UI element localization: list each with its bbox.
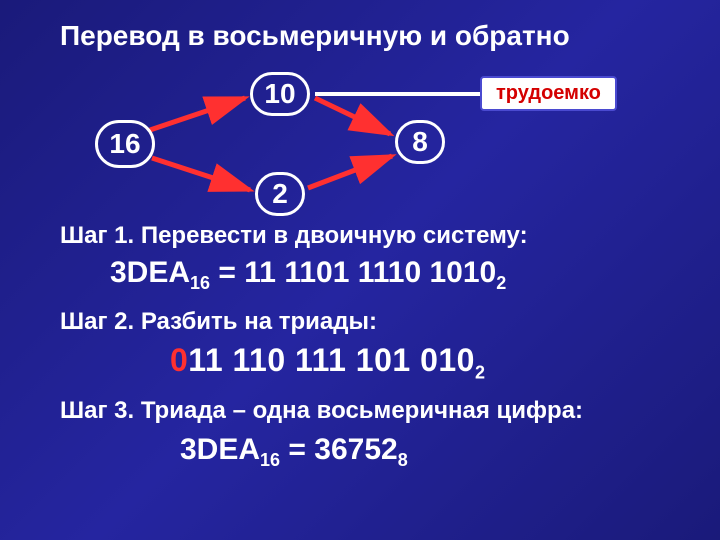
step1-label: Шаг 1. Перевести в двоичную систему: [60, 222, 680, 250]
step1-rhs-sub: 2 [496, 273, 506, 293]
step1-lhs-sub: 16 [190, 273, 210, 293]
step2-triads: 011 110 111 101 0102 [170, 342, 680, 383]
step1-eq: = [210, 256, 244, 289]
step3-label: Шаг 3. Триада – одна восьмеричная цифра: [60, 397, 680, 425]
node-8: 8 [395, 120, 445, 164]
step3-eq: = [280, 433, 314, 466]
step2-rest: 11 110 111 101 010 [188, 342, 475, 378]
step3-rhs-sub: 8 [398, 450, 408, 470]
slide-title: Перевод в восьмеричную и обратно [60, 20, 680, 52]
step3-lhs: 3DEA [180, 433, 260, 466]
step2-leading-zero: 0 [170, 342, 188, 378]
conversion-diagram: 16 10 8 2 трудоемко [40, 72, 680, 212]
node-2: 2 [255, 172, 305, 216]
step1-rhs: 11 1101 1110 1010 [244, 256, 496, 289]
step2-label: Шаг 2. Разбить на триады: [60, 308, 680, 336]
node-10: 10 [250, 72, 310, 116]
step2-sub: 2 [475, 362, 486, 382]
label-laborious: трудоемко [480, 76, 617, 111]
step3-rhs: 36752 [314, 433, 397, 466]
step3-result: 3DEA16 = 367528 [180, 433, 680, 471]
node-16: 16 [95, 120, 155, 168]
step1-equation: 3DEA16 = 11 1101 1110 10102 [110, 256, 680, 294]
step1-lhs: 3DEA [110, 256, 190, 289]
step3-lhs-sub: 16 [260, 450, 280, 470]
